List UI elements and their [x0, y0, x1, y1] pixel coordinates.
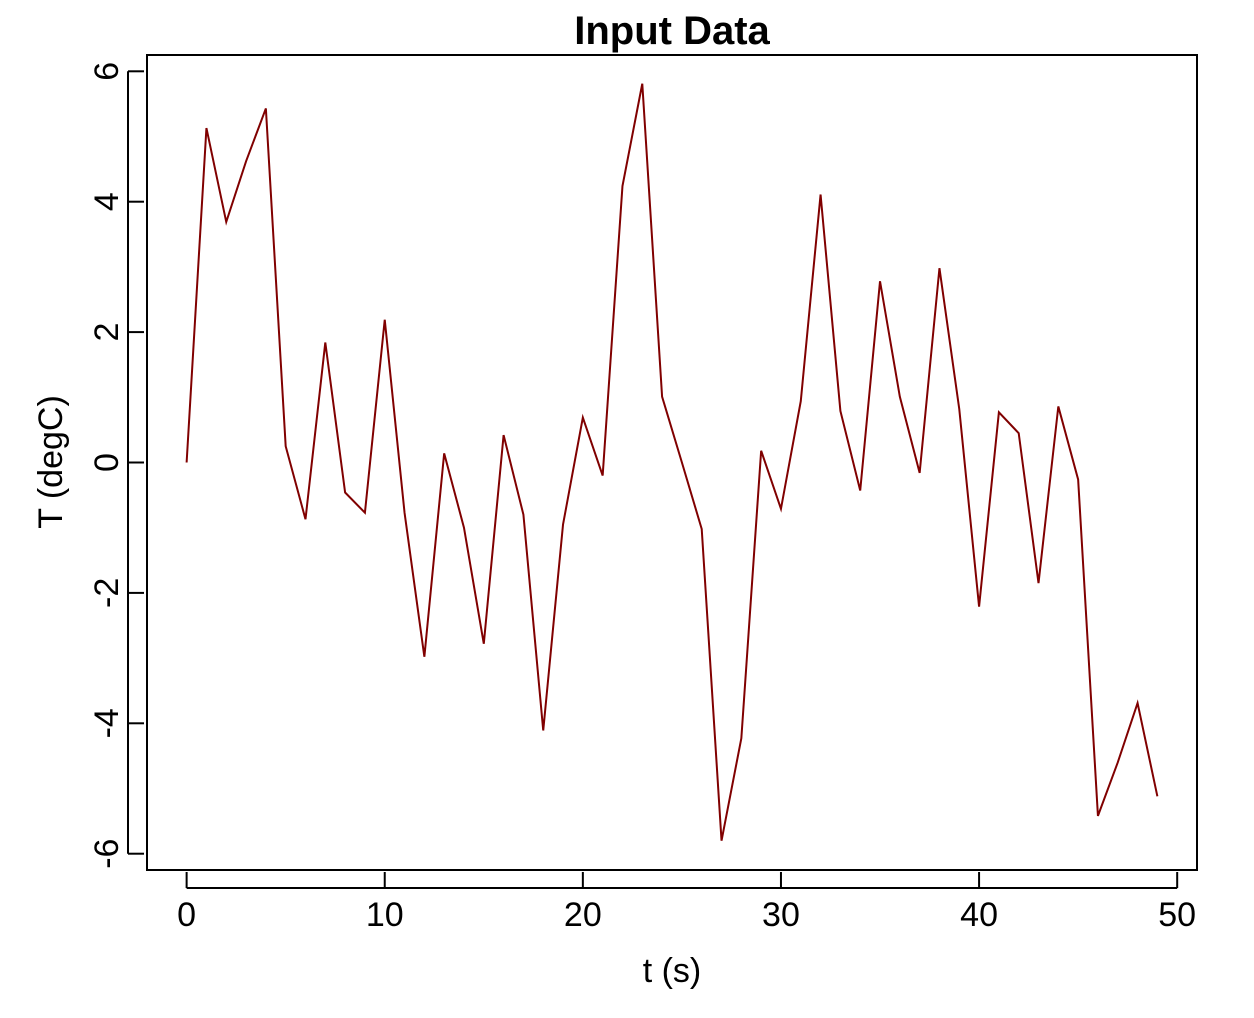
y-axis-label: T (degC) [32, 395, 70, 529]
x-tick-label: 20 [564, 896, 602, 934]
y-tick-label: -6 [88, 839, 126, 869]
y-tick-label: 6 [88, 62, 126, 81]
x-tick-label: 10 [366, 896, 404, 934]
x-tick-label: 30 [762, 896, 800, 934]
y-tick-label: 0 [88, 453, 126, 472]
y-tick-label: 2 [88, 323, 126, 342]
chart-title: Input Data [574, 9, 770, 53]
x-axis: 0 10 20 30 40 50 [177, 872, 1196, 934]
plot-frame [146, 54, 1198, 871]
y-tick-label: -4 [88, 708, 126, 738]
series-line-0 [185, 83, 1159, 841]
series-layer [185, 83, 1159, 841]
x-tick-label: 50 [1158, 896, 1196, 934]
y-tick-label: -2 [88, 578, 126, 608]
y-axis: -6 -4 -2 0 2 4 6 [88, 62, 144, 869]
x-axis-label: t (s) [643, 952, 702, 990]
y-tick-label: 4 [88, 192, 126, 211]
x-tick-label: 40 [960, 896, 998, 934]
x-tick-label: 0 [177, 896, 196, 934]
